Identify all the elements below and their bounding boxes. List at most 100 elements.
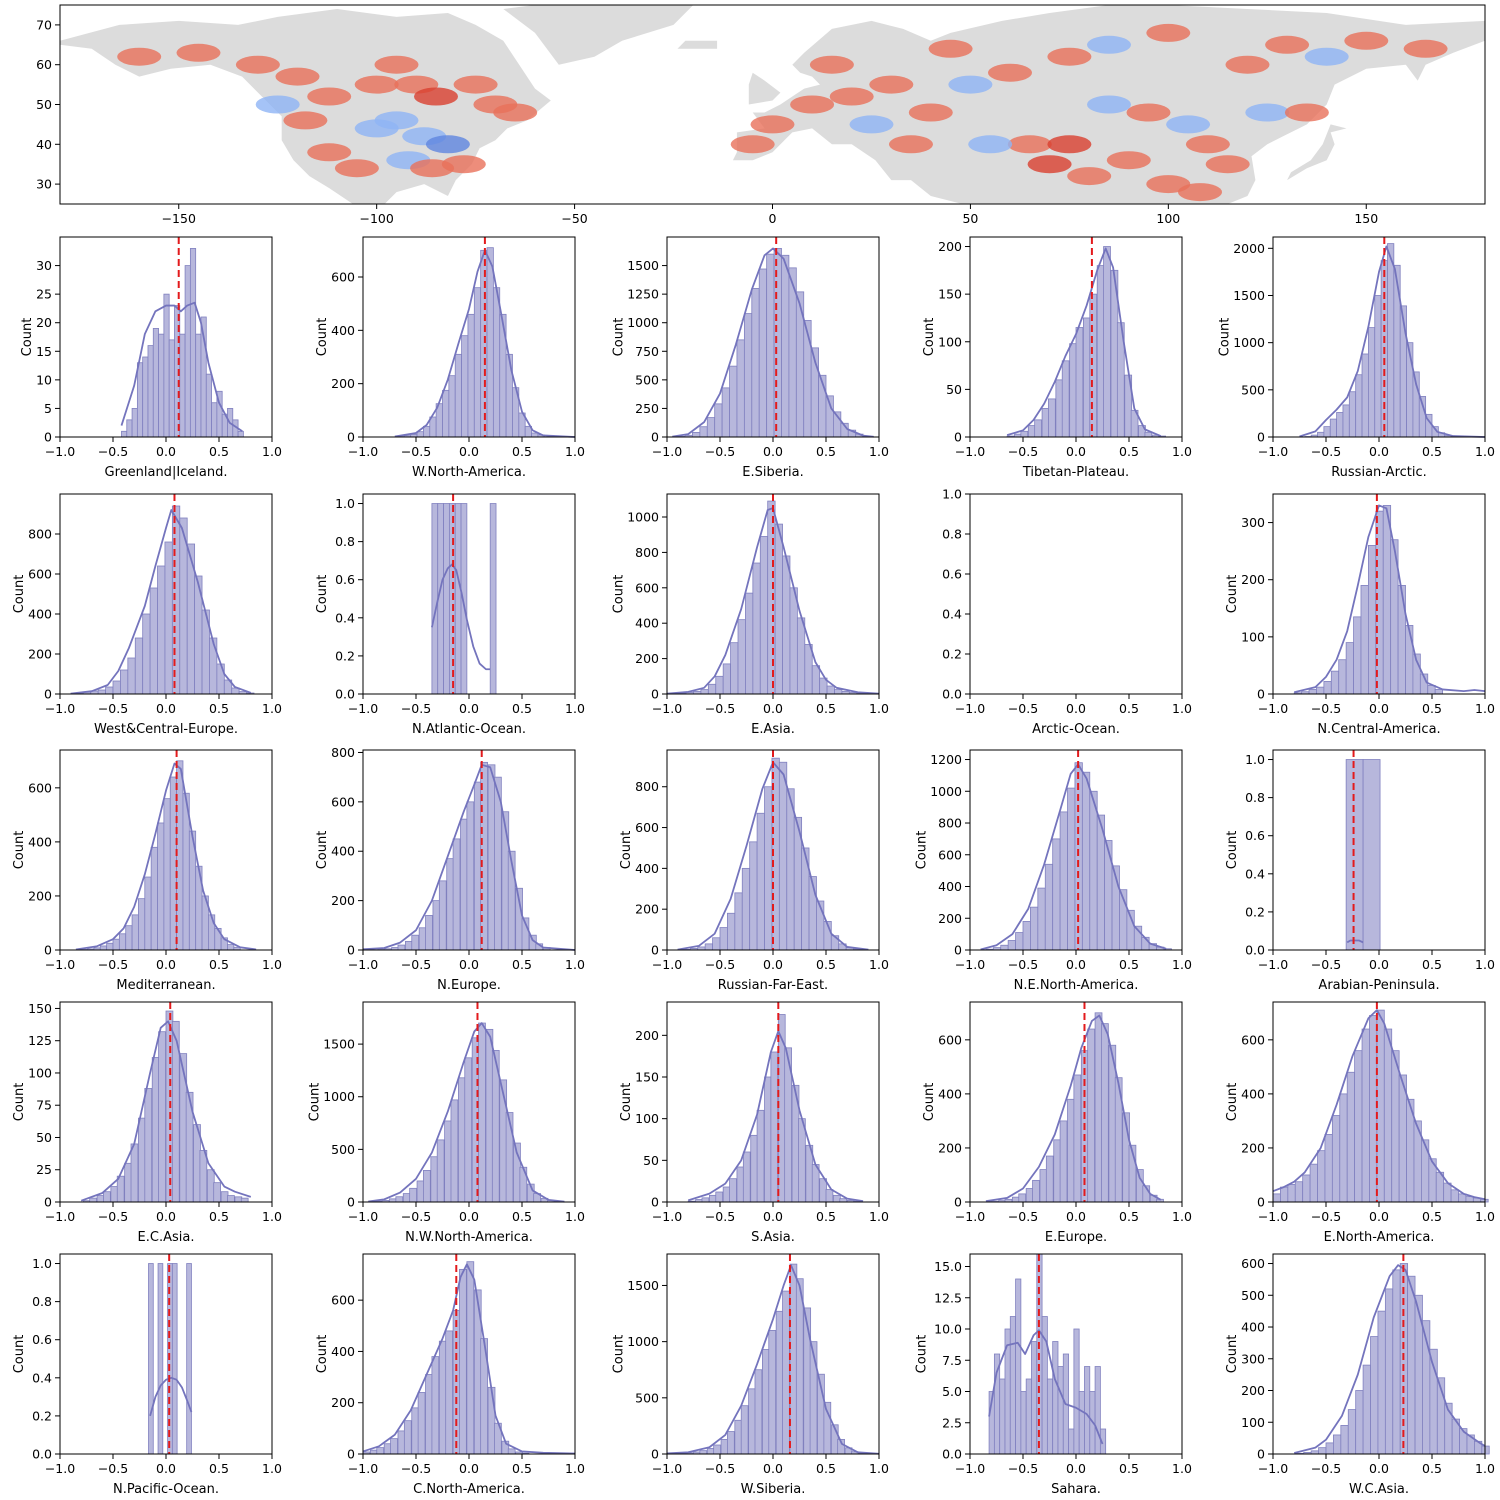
map-panel: −150 −100 −50 0 50 100 150 30 40 50 60 70 <box>36 4 1486 226</box>
map-xtick-label: 50 <box>962 211 978 226</box>
histogram-bar <box>1012 1196 1020 1203</box>
histogram-panel: −1.0 −0.5 0.0 0.5 1.0 0 200 400 600 800 West&Centr… <box>12 493 282 737</box>
xtick-label: 0.0 <box>1369 1209 1389 1224</box>
histogram-bar <box>1450 1189 1459 1203</box>
histogram-bar <box>205 373 212 438</box>
ytick-label: 0.4 <box>942 607 962 622</box>
histogram-panel: −1.0 −0.5 0.0 0.5 1.0 0 200 400 600 800 1000 1200 N.… <box>915 749 1192 993</box>
histogram-bar <box>1376 1009 1385 1203</box>
histogram-bar <box>1370 1336 1379 1455</box>
histogram-bar <box>157 822 165 951</box>
xtick-label: −1.0 <box>955 1461 985 1476</box>
ytick-label: 200 <box>635 651 659 666</box>
xtick-label: 0.0 <box>459 1461 479 1476</box>
histogram-bar <box>376 1447 385 1455</box>
histogram-panel: −1.0 −0.5 0.0 0.5 1.0 0 50 100 150 200 Tibetan-Pla… <box>922 236 1192 480</box>
xtick-label: 0.0 <box>763 701 783 716</box>
ytick-label: 0 <box>44 943 52 958</box>
kde-curve <box>149 1376 193 1417</box>
histogram-bar <box>1031 1341 1038 1455</box>
xtick-label: 1.0 <box>262 701 282 716</box>
ytick-label: 1.0 <box>942 487 962 502</box>
ytick-label: 400 <box>1241 1320 1265 1335</box>
map-anomaly-patch <box>1225 55 1270 74</box>
histogram-bar <box>795 1278 804 1455</box>
histogram-bar <box>1398 1074 1407 1203</box>
histogram-bar <box>701 1197 710 1203</box>
x-axis-label: Mediterranean. <box>116 978 215 993</box>
xtick-label: 0.5 <box>209 1461 229 1476</box>
histogram-bar <box>1329 418 1337 438</box>
xtick-label: 0.0 <box>156 444 176 459</box>
ytick-label: 1500 <box>1233 288 1265 303</box>
ytick-label: 1.0 <box>1245 752 1265 767</box>
histogram-bar <box>446 858 455 951</box>
histogram-bar <box>699 426 708 438</box>
histogram-bar <box>370 1449 378 1455</box>
histogram-bar <box>706 1447 715 1455</box>
ytick-label: 0.6 <box>1245 828 1265 843</box>
ytick-label: 500 <box>635 372 659 387</box>
histogram-bar <box>706 417 716 438</box>
map-xtick-label: −50 <box>561 211 587 226</box>
map-anomaly-patch <box>354 119 399 138</box>
y-axis-label: Count <box>1225 1083 1240 1122</box>
histogram-bar <box>445 1330 453 1455</box>
map-anomaly-patch <box>117 47 162 66</box>
histogram-bar <box>452 838 461 951</box>
histogram-bar <box>144 876 152 951</box>
xtick-label: 1.0 <box>565 444 585 459</box>
xtick-label: −0.5 <box>1311 957 1341 972</box>
histogram-bar <box>1309 1163 1318 1203</box>
ytick-label: 25 <box>36 1162 52 1177</box>
histogram-bar <box>1342 404 1350 438</box>
histogram-bar <box>713 1444 721 1455</box>
histogram-bar <box>770 1051 779 1203</box>
histogram-bar <box>461 335 469 438</box>
histogram-bar <box>1018 1193 1027 1203</box>
histogram-bar <box>1368 327 1376 438</box>
histogram-bar <box>709 1194 717 1203</box>
xtick-label: −0.5 <box>705 444 735 459</box>
map-anomaly-patch <box>1403 39 1448 58</box>
xtick-label: −1.0 <box>652 957 682 972</box>
histogram-bar <box>1073 1074 1082 1203</box>
xtick-label: 0.5 <box>1119 1461 1139 1476</box>
ytick-label: 0.8 <box>335 534 355 549</box>
xtick-label: −1.0 <box>652 444 682 459</box>
x-axis-label: West&Central-Europe. <box>94 722 238 737</box>
ytick-label: 400 <box>28 834 52 849</box>
ytick-label: 100 <box>1241 1415 1265 1430</box>
histogram-bar <box>1368 545 1377 695</box>
histogram-bar <box>1481 1445 1490 1455</box>
map-anomaly-patch <box>374 55 419 74</box>
histogram-bar <box>749 841 758 951</box>
ytick-label: 800 <box>938 816 962 831</box>
ytick-label: 150 <box>635 1070 659 1085</box>
xtick-label: 1.0 <box>1172 957 1192 972</box>
xtick-label: 1.0 <box>565 701 585 716</box>
map-anomaly-patch <box>948 75 993 94</box>
histogram-bar <box>430 1156 439 1203</box>
map-axis-ticks: −150 −100 −50 0 50 100 150 30 40 50 60 70 <box>36 17 1378 226</box>
ytick-label: 500 <box>331 1142 355 1157</box>
ytick-label: 0 <box>651 943 659 958</box>
land-mass <box>503 5 694 65</box>
histogram-bar <box>442 389 450 438</box>
histogram-bar <box>240 1197 249 1203</box>
map-anomaly-patch <box>928 39 973 58</box>
histogram-bar <box>1302 1174 1311 1203</box>
histogram-panel: −1.0 −0.5 0.0 0.5 1.0 0 25 50 75 100 125 150 E.C.Asi… <box>12 1001 282 1245</box>
histogram-bar <box>402 1193 411 1203</box>
ytick-label: 1000 <box>1233 335 1265 350</box>
histogram-bar <box>136 362 144 438</box>
xtick-label: −1.0 <box>1258 957 1288 972</box>
histogram-bar <box>1089 790 1098 951</box>
xtick-label: 0.5 <box>816 444 836 459</box>
ytick-label: 50 <box>36 1130 52 1145</box>
histogram-bar <box>186 1263 192 1455</box>
histogram-bar <box>743 313 753 438</box>
xtick-label: −1.0 <box>955 701 985 716</box>
histogram-bar <box>1073 1328 1080 1455</box>
kde-curve <box>980 763 1167 951</box>
